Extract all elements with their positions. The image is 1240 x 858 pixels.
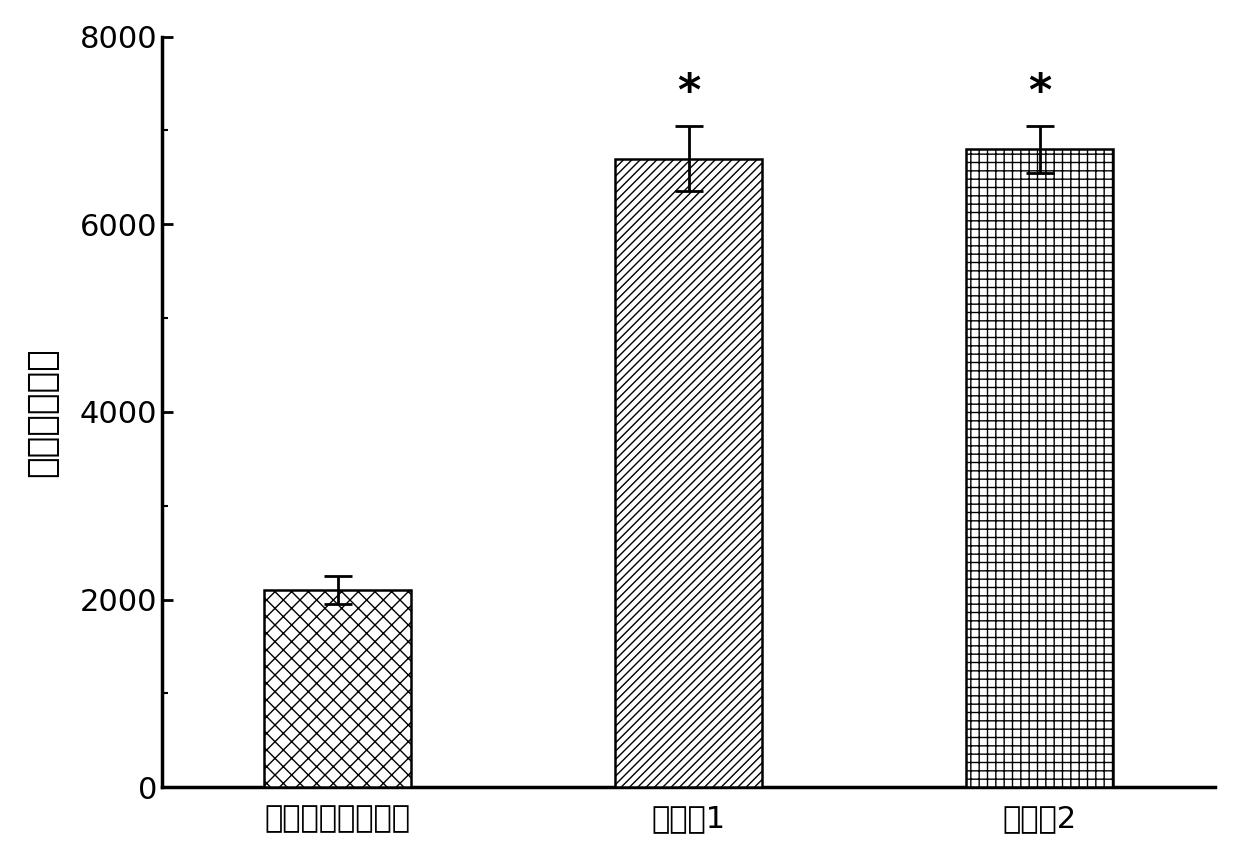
Bar [264, 590, 412, 788]
Y-axis label: 平均荧光强度: 平均荧光强度 [25, 347, 60, 477]
Text: *: * [677, 71, 701, 114]
Bar [966, 149, 1114, 788]
Bar [615, 159, 763, 788]
Text: *: * [1028, 71, 1052, 114]
